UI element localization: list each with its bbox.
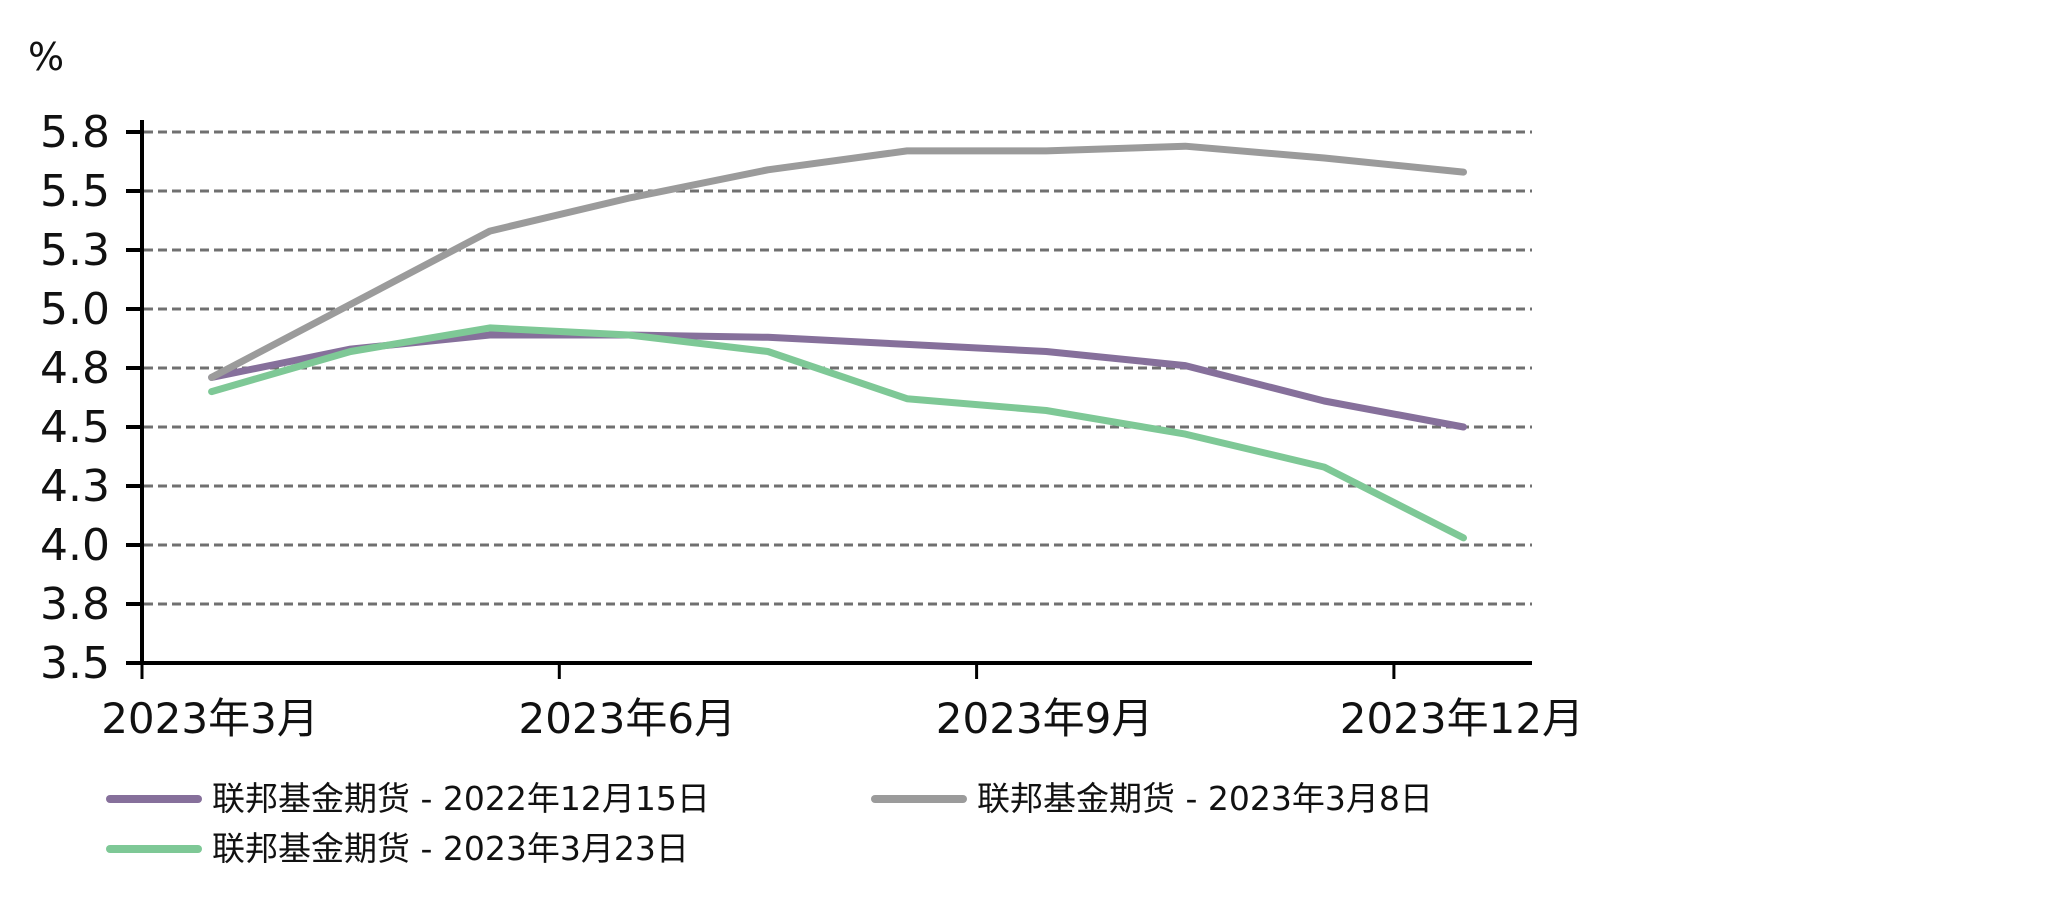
x-tick-label: 2023年3月 [101, 694, 319, 743]
legend-label: 联邦基金期货 - 2023年3月8日 [977, 779, 1433, 818]
x-tick-label: 2023年6月 [518, 694, 736, 743]
y-tick-label: 5.8 [40, 107, 110, 158]
y-tick-label: 5.0 [40, 284, 110, 335]
legend-swatch-purple [106, 794, 202, 803]
x-tick-label: 2023年9月 [936, 694, 1154, 743]
legend-label: 联邦基金期货 - 2022年12月15日 [212, 779, 710, 818]
legend-swatch-green [106, 844, 202, 853]
series-line-2 [208, 324, 1467, 542]
series-line-1 [208, 142, 1467, 381]
y-tick-label: 4.0 [40, 520, 110, 571]
y-axis-unit-label: % [28, 35, 65, 79]
legend-label: 联邦基金期货 - 2023年3月23日 [212, 829, 689, 868]
y-tick-label: 3.5 [40, 638, 110, 689]
legend-swatch-gray [871, 794, 967, 803]
axes [140, 120, 1532, 665]
y-tick-label: 4.8 [40, 343, 110, 394]
gridlines [144, 130, 1532, 606]
x-tick-label: 2023年12月 [1340, 694, 1584, 743]
y-tick-label: 4.3 [40, 461, 110, 512]
y-axis-ticks: 3.5 3.8 4.0 4.3 4.5 4.8 5.0 5.3 5.5 5.8 [40, 107, 142, 689]
y-tick-label: 5.3 [40, 225, 110, 276]
y-tick-label: 4.5 [40, 402, 110, 453]
series-line-0 [208, 331, 1467, 431]
legend-item-2022-12-15[interactable]: 联邦基金期货 - 2022年12月15日 [106, 782, 710, 815]
x-axis-ticks: 2023年3月 2023年6月 2023年9月 2023年12月 [101, 663, 1584, 743]
legend-item-2023-03-08[interactable]: 联邦基金期货 - 2023年3月8日 [871, 782, 1433, 815]
y-tick-label: 3.8 [40, 579, 110, 630]
y-tick-label: 5.5 [40, 166, 110, 217]
legend-item-2023-03-23[interactable]: 联邦基金期货 - 2023年3月23日 [106, 832, 689, 865]
series-lines [208, 142, 1467, 542]
